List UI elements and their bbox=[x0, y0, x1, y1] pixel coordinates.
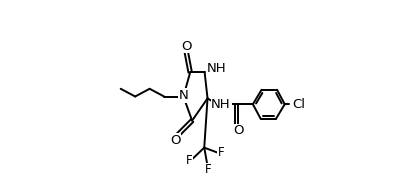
Text: O: O bbox=[181, 40, 191, 53]
Text: N: N bbox=[178, 89, 188, 102]
Text: NH: NH bbox=[211, 98, 231, 111]
Text: O: O bbox=[234, 124, 244, 137]
Text: F: F bbox=[218, 146, 224, 159]
Text: Cl: Cl bbox=[292, 98, 306, 111]
Text: O: O bbox=[170, 134, 181, 147]
Text: F: F bbox=[205, 163, 211, 176]
Text: NH: NH bbox=[206, 62, 226, 75]
Text: F: F bbox=[186, 154, 193, 167]
